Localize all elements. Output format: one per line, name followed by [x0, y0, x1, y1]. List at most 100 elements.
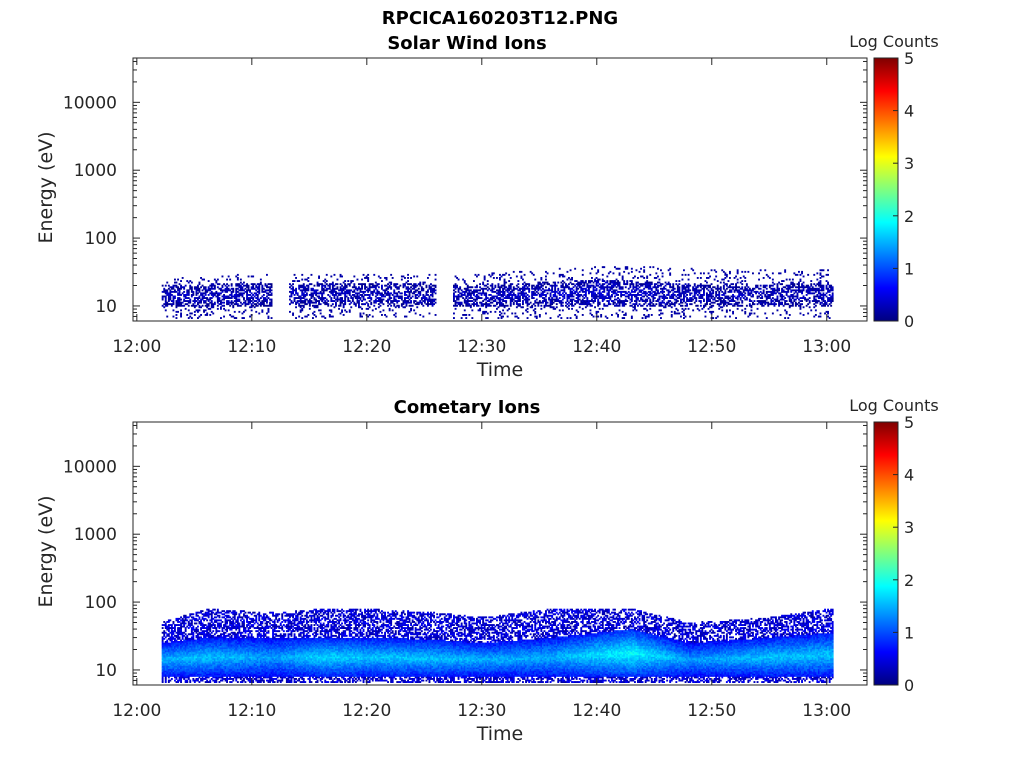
spectrogram-cell: [789, 279, 791, 281]
spectrogram-cell: [677, 300, 679, 302]
spectrogram-cell: [686, 303, 688, 305]
spectrogram-cell: [677, 309, 679, 311]
spectrogram-cell: [390, 286, 392, 288]
spectrogram-cell: [192, 291, 194, 293]
spectrogram-cell: [426, 285, 428, 287]
spectrogram-cell: [396, 283, 398, 285]
spectrogram-cell: [219, 283, 221, 285]
spectrogram-cell: [732, 311, 734, 313]
y-tick-label: 100: [85, 229, 117, 249]
spectrogram-cell: [530, 314, 532, 316]
spectrogram-cell: [671, 306, 673, 308]
spectrogram-cell: [341, 309, 343, 311]
spectrogram-cell: [689, 289, 691, 291]
spectrogram-cell: [501, 313, 503, 315]
spectrogram-cell: [777, 309, 779, 311]
spectrogram-cell: [741, 309, 743, 311]
spectrogram-cell: [496, 277, 498, 279]
spectrogram-cell: [705, 311, 707, 313]
spectrogram-cell: [570, 269, 572, 271]
spectrogram-cell: [476, 285, 478, 287]
spectrogram-cell: [330, 276, 332, 278]
spectrogram-cell: [363, 274, 365, 276]
spectrogram-cell: [786, 311, 788, 313]
spectrogram-cell: [208, 280, 210, 282]
spectrogram-cell: [577, 311, 579, 313]
spectrogram-cell: [606, 317, 608, 319]
spectrogram-cell: [606, 276, 608, 278]
spectrogram-cell: [820, 313, 822, 315]
spectrogram-cell: [484, 276, 486, 278]
spectrogram-cell: [672, 283, 674, 285]
spectrogram-cell: [582, 314, 584, 316]
spectrogram-cell: [781, 302, 783, 304]
spectrogram-cell: [429, 274, 431, 276]
spectrogram-cell: [649, 299, 651, 301]
spectrogram-cell: [602, 308, 604, 310]
spectrogram-cell: [505, 282, 507, 284]
spectrogram-cell: [591, 305, 593, 307]
x-tick-label: 12:10: [227, 337, 276, 357]
spectrogram-cell: [406, 316, 408, 318]
spectrogram-cell: [646, 276, 648, 278]
spectrogram-cell: [334, 274, 336, 276]
spectrogram-cell: [521, 271, 523, 273]
spectrogram-cell: [390, 297, 392, 299]
spectrogram-cell: [202, 305, 204, 307]
spectrogram-cell: [556, 285, 558, 287]
spectrogram-cell: [784, 269, 786, 271]
spectrogram-cell: [468, 314, 470, 316]
spectrogram-cell: [688, 279, 690, 281]
spectrogram-cell: [398, 300, 400, 302]
spectrogram-cell: [772, 272, 774, 274]
spectrogram-cell: [303, 283, 305, 285]
spectrogram-cell: [643, 266, 645, 268]
spectrogram-cell: [711, 283, 713, 285]
spectrogram-cell: [617, 294, 619, 296]
spectrogram-cell: [173, 309, 175, 311]
spectrogram-cell: [185, 623, 187, 625]
spectrogram-cell: [715, 276, 717, 278]
spectrogram-cell: [337, 279, 339, 281]
spectrogram-cell: [801, 300, 803, 302]
spectrogram-cell: [763, 277, 765, 279]
spectrogram-cell: [662, 276, 664, 278]
spectrogram-cell: [361, 316, 363, 318]
spectrogram-cell: [182, 277, 184, 279]
spectrogram-cell: [491, 283, 493, 285]
spectrogram-cell: [389, 308, 391, 310]
spectrogram-cell: [347, 297, 349, 299]
spectrogram-cell: [803, 306, 805, 308]
spectrogram-cell: [657, 276, 659, 278]
spectrogram-cell: [815, 309, 817, 311]
spectrogram-cell: [657, 268, 659, 270]
spectrogram-cell: [228, 309, 230, 311]
spectrogram-cell: [680, 316, 682, 318]
spectrogram-cell: [780, 314, 782, 316]
spectrogram-cell: [536, 316, 538, 318]
spectrogram-cell: [166, 282, 168, 284]
spectrogram-cell: [606, 280, 608, 282]
spectrogram-cell: [330, 297, 332, 299]
spectrogram-cell: [407, 274, 409, 276]
spectrogram-cell: [574, 268, 576, 270]
spectrogram-cell: [534, 308, 536, 310]
spectrogram-cell: [232, 288, 234, 290]
spectrogram-cell: [634, 276, 636, 278]
spectrogram-cell: [203, 279, 205, 281]
spectrogram-cell: [320, 309, 322, 311]
spectrogram-cell: [619, 309, 621, 311]
spectrogram-cell: [435, 299, 437, 301]
spectrogram-cell: [626, 280, 628, 282]
spectrogram-cell: [752, 272, 754, 274]
spectrogram-cell: [505, 300, 507, 302]
spectrogram-cell: [599, 302, 601, 304]
spectrogram-cell: [465, 314, 467, 316]
spectrogram-cell: [631, 268, 633, 270]
spectrogram-cell: [692, 269, 694, 271]
spectrogram-cell: [691, 292, 693, 294]
spectrogram-cell: [652, 266, 654, 268]
spectrogram-cell: [410, 300, 412, 302]
spectrogram-cell: [517, 317, 519, 319]
